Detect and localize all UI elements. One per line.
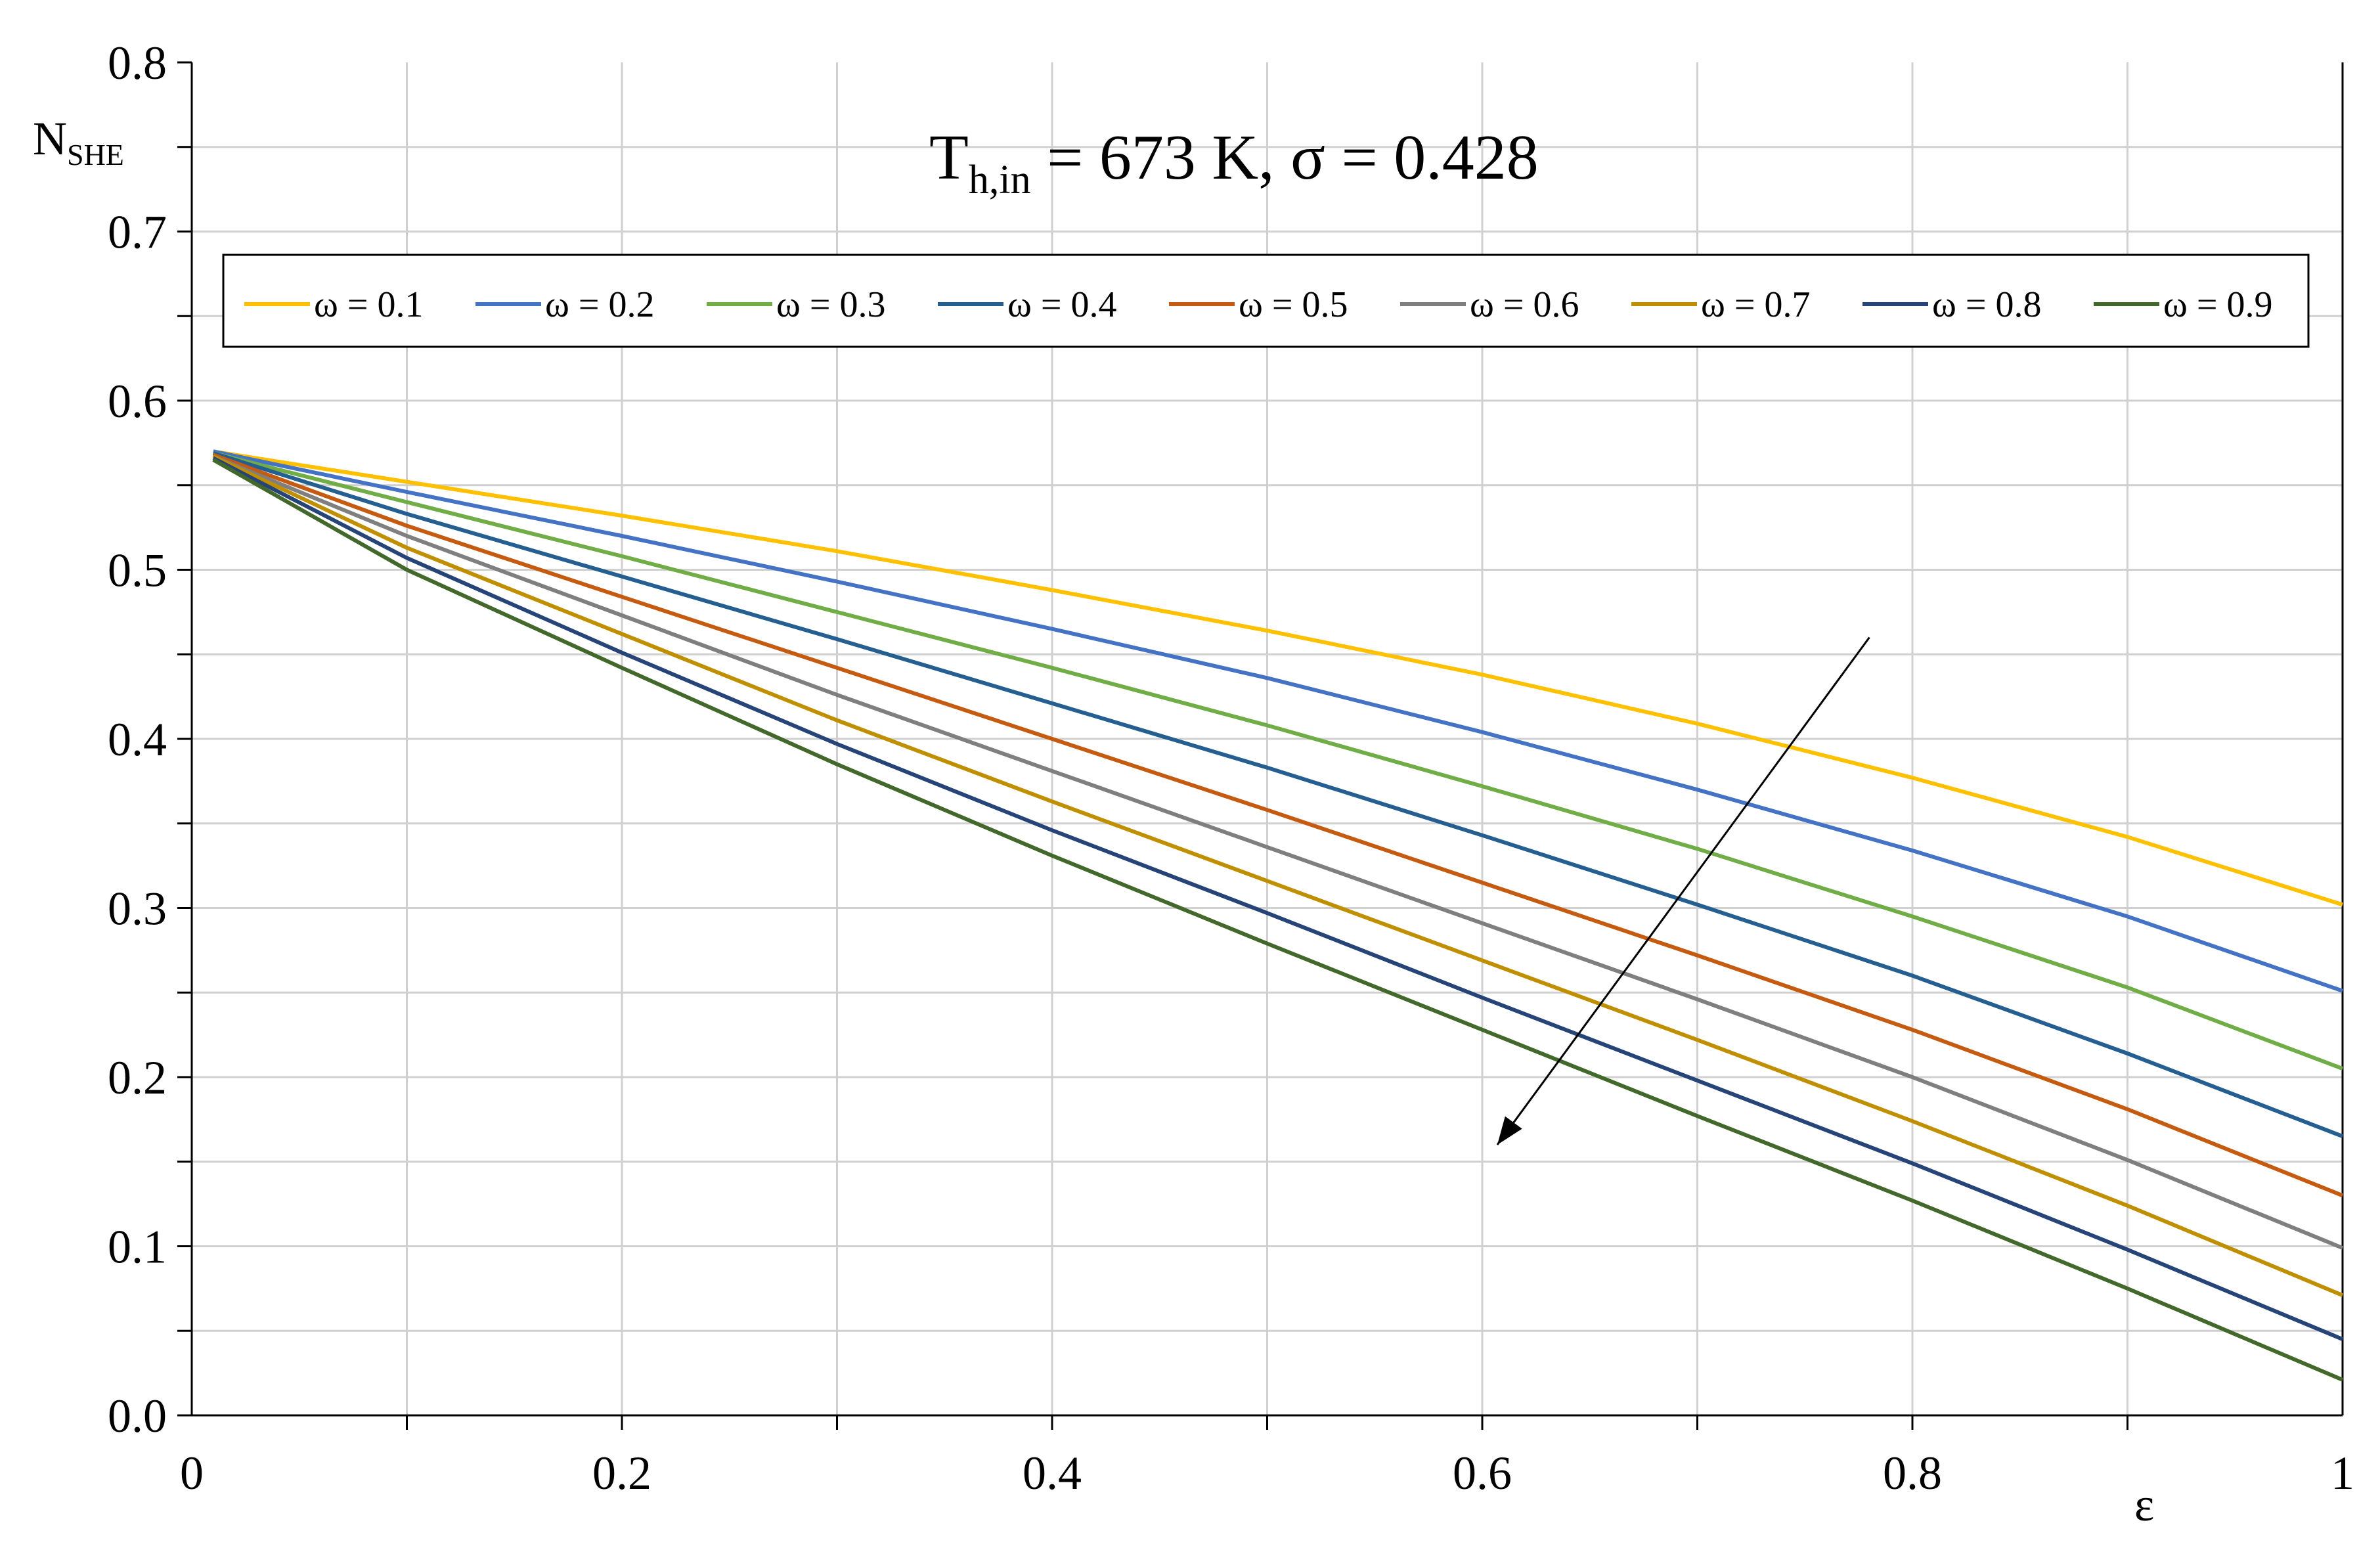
x-tick-label: 0.6 [1453,1447,1512,1499]
annotation-title: Th,in = 673 K, σ = 0.428 [929,122,1539,202]
x-tick-label: 0.8 [1883,1447,1942,1499]
legend: ω = 0.1 ω = 0.2 ω = 0.3 ω = 0.4 ω = 0.5 ω = 0… [222,254,2310,348]
y-tick-label: 0.7 [108,206,167,259]
y-tick-label: 0.4 [108,713,167,766]
annotation-subscript: h,in [969,158,1031,202]
x-tick-label: 0.4 [1023,1447,1082,1499]
legend-label: ω = 0.1 [314,284,423,325]
legend-label: ω = 0.8 [1932,284,2041,325]
series-line [212,456,2344,1341]
legend-label: ω = 0.5 [1239,284,1348,325]
legend-label: ω = 0.7 [1701,284,1810,325]
y-tick-label: 0.6 [108,375,167,428]
x-tick-label: 0.2 [592,1447,651,1499]
y-axis-title-subscript: SHE [67,138,124,171]
series-line [212,454,2344,1297]
series-line [212,453,2344,1198]
series-line [212,454,2344,1250]
y-tick-label: 0.5 [108,544,167,597]
x-tick-label: 0 [180,1447,204,1499]
y-axis-title-main: N [33,112,67,165]
series-line [213,449,2343,907]
legend-label: ω = 0.9 [2163,284,2272,325]
y-tick-label: 0.2 [108,1052,167,1104]
legend-box [222,254,2310,348]
y-tick-label: 0.1 [108,1221,167,1273]
y-tick-label: 0.8 [108,37,167,89]
series-line [212,458,2344,1382]
arrow-head [1497,1116,1522,1145]
series-line [213,449,2343,993]
legend-items: ω = 0.1 ω = 0.2 ω = 0.3 ω = 0.4 ω = 0.5 ω = 0… [244,284,2272,325]
y-tick-label: 0.3 [108,883,167,935]
arrow-shaft [1496,636,1870,1145]
trend-arrow [1496,636,1870,1145]
annotation-main: T [929,122,969,193]
y-tick-label: 0.0 [108,1390,167,1442]
y-axis-title: NSHE [33,112,124,171]
axis-ticks: 0 0.2 0.4 0.6 0.8 1 0.0 0.1 0.2 0.3 0.4 0.5 0.6 0.7 0.… [108,37,2354,1499]
legend-label: ω = 0.6 [1470,284,1579,325]
series-line [213,451,2344,1071]
x-tick-label: 1 [2331,1447,2354,1499]
annotation-rest: = 673 K, σ = 0.428 [1031,122,1539,193]
legend-label: ω = 0.2 [545,284,654,325]
series-line [212,451,2344,1138]
legend-label: ω = 0.3 [776,284,885,325]
legend-label: ω = 0.4 [1007,284,1116,325]
x-axis-title: ε [2134,1478,2154,1531]
series-layer [212,449,2344,1382]
